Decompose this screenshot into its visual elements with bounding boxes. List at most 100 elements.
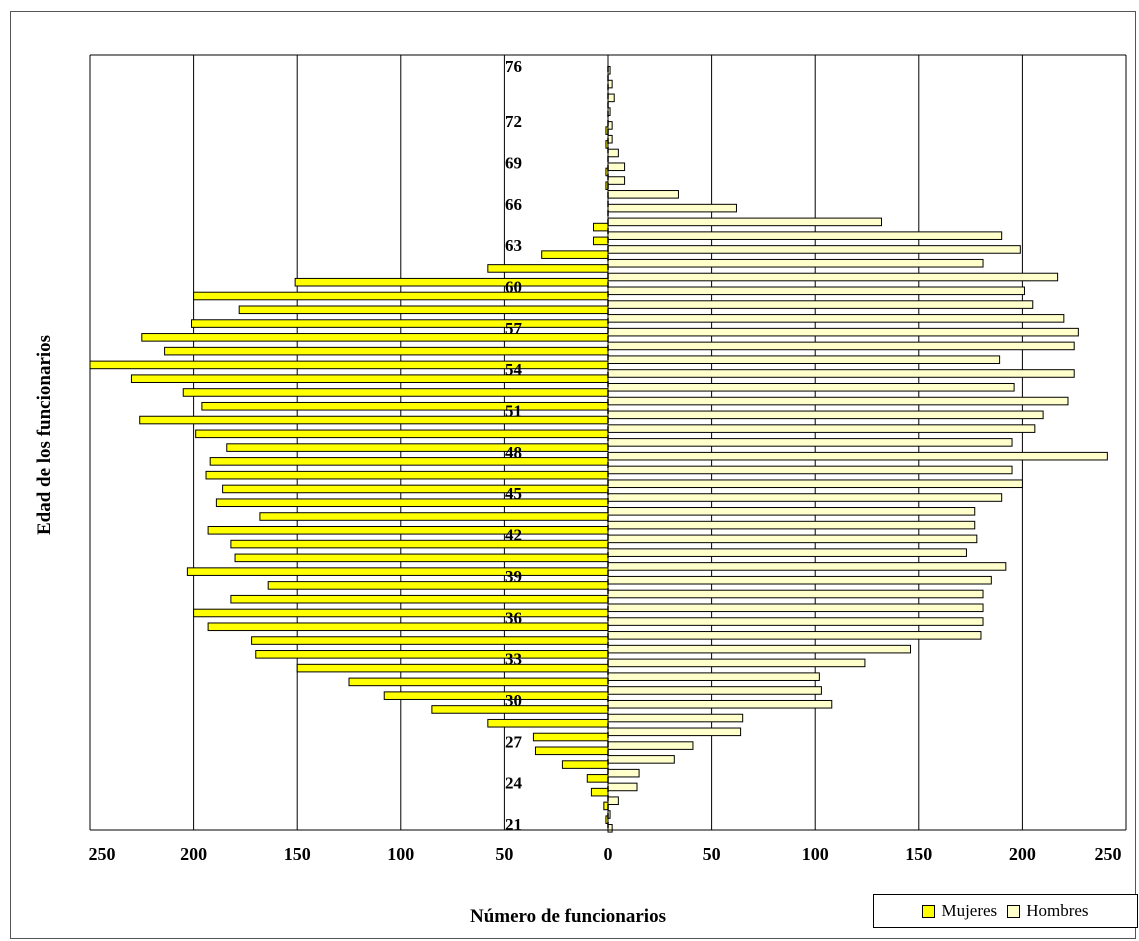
bar-mujeres-64: [592, 222, 609, 232]
bar-hombres-56: [607, 341, 1075, 351]
bar-mujeres-31: [348, 677, 609, 687]
bar-hombres-45: [607, 493, 1003, 502]
bar-hombres-40: [607, 562, 1007, 571]
bar-mujeres-46: [205, 470, 609, 480]
legend-swatch-mujeres: [922, 904, 936, 918]
y-tick-label-21: 21: [505, 815, 522, 834]
bar-mujeres-35: [207, 622, 609, 632]
bar-mujeres-55: [164, 346, 609, 356]
y-tick-label-42: 42: [505, 526, 522, 545]
x-tick-label-1: 200: [180, 844, 207, 864]
bar-mujeres-53: [130, 374, 609, 383]
x-tick-label-7: 100: [802, 844, 829, 864]
y-tick-label-54: 54: [505, 360, 523, 379]
bar-hombres-29: [607, 713, 744, 723]
bar-hombres-24: [607, 782, 638, 792]
bar-mujeres-62: [541, 250, 609, 259]
y-tick-label-36: 36: [505, 608, 522, 627]
bar-mujeres-21: [605, 815, 609, 824]
legend-item-hombres: Hombres: [1007, 901, 1089, 921]
y-tick-label-57: 57: [505, 319, 523, 338]
bar-mujeres-44: [215, 498, 609, 508]
y-tick-label-51: 51: [505, 402, 522, 421]
x-tick-label-8: 150: [905, 844, 932, 864]
x-tick-label-9: 200: [1009, 844, 1036, 864]
bar-hombres-58: [607, 314, 1065, 323]
y-tick-label-30: 30: [505, 691, 522, 710]
bar-hombres-59: [607, 300, 1034, 309]
y-tick-label-69: 69: [505, 153, 522, 172]
bar-mujeres-39: [186, 567, 609, 576]
y-axis-title: Edad de los funcionarios: [34, 335, 55, 535]
bar-mujeres-70: [605, 140, 609, 149]
bar-mujeres-58: [238, 305, 609, 315]
x-tick-label-4: 50: [495, 844, 513, 864]
bar-mujeres-34: [251, 636, 609, 645]
y-tick-label-72: 72: [505, 112, 522, 131]
bar-hombres-70: [607, 148, 619, 158]
bar-mujeres-32: [296, 663, 609, 673]
bar-mujeres-33: [255, 650, 609, 659]
bar-hombres-63: [607, 245, 1021, 254]
bar-mujeres-60: [294, 277, 609, 287]
bar-hombres-30: [607, 699, 833, 709]
bar-mujeres-28: [487, 718, 609, 728]
bar-mujeres-56: [141, 333, 609, 342]
bar-mujeres-41: [230, 539, 609, 549]
x-tick-label-10: 250: [1095, 844, 1122, 864]
y-tick-label-63: 63: [505, 236, 522, 255]
bar-hombres-36: [607, 617, 984, 626]
bar-hombres-61: [607, 272, 1059, 282]
bar-mujeres-43: [259, 512, 609, 521]
y-tick-label-66: 66: [505, 195, 522, 214]
bar-hombres-49: [607, 438, 1013, 447]
bar-hombres-64: [607, 231, 1003, 240]
bar-mujeres-37: [230, 594, 609, 604]
x-tick-label-0: 250: [89, 844, 116, 864]
bar-hombres-65: [607, 217, 883, 227]
bar-hombres-50: [607, 424, 1036, 433]
bar-hombres-60: [607, 286, 1025, 296]
legend-item-mujeres: Mujeres: [922, 901, 997, 921]
chart-frame: [10, 11, 1136, 939]
bar-mujeres-42: [207, 526, 609, 535]
bar-hombres-53: [607, 382, 1015, 392]
bar-mujeres-27: [532, 732, 609, 742]
bar-mujeres-54: [89, 360, 609, 370]
y-tick-label-76: 76: [505, 57, 522, 76]
bars: [89, 66, 1108, 833]
bar-hombres-47: [607, 465, 1013, 475]
y-tick-label-48: 48: [505, 443, 522, 462]
y-tick-labels: 21 24 27 30 33 36 39 42 45 48 51 54 57 60 63 66 69 72 76: [505, 57, 523, 834]
x-tick-label-3: 100: [387, 844, 414, 864]
bar-mujeres-47: [209, 457, 609, 466]
bar-hombres-28: [607, 727, 742, 737]
bar-hombres-26: [607, 755, 675, 764]
bar-mujeres-36: [193, 608, 609, 618]
y-tick-label-60: 60: [505, 278, 522, 297]
bar-mujeres-68: [605, 167, 609, 177]
bar-hombres-42: [607, 534, 978, 544]
x-tick-label-2: 150: [284, 844, 311, 864]
bar-hombres-57: [607, 327, 1079, 337]
bar-mujeres-50: [139, 415, 609, 425]
bar-hombres-32: [607, 672, 820, 681]
y-tick-label-27: 27: [505, 732, 523, 751]
bar-hombres-37: [607, 603, 984, 613]
bar-mujeres-63: [592, 236, 609, 246]
bar-hombres-62: [607, 258, 984, 268]
bar-mujeres-30: [383, 691, 609, 700]
bar-hombres-67: [607, 190, 679, 199]
bar-hombres-21: [607, 824, 613, 833]
bar-hombres-54: [607, 369, 1075, 378]
bar-mujeres-49: [195, 429, 609, 439]
bar-hombres-51: [607, 410, 1044, 420]
bar-mujeres-40: [234, 553, 609, 563]
bar-mujeres-61: [487, 264, 609, 273]
axes: [90, 54, 1126, 831]
legend-label-hombres: Hombres: [1026, 901, 1089, 920]
bar-hombres-66: [607, 203, 737, 213]
y-tick-label-45: 45: [505, 484, 522, 503]
y-tick-label-24: 24: [505, 774, 523, 793]
